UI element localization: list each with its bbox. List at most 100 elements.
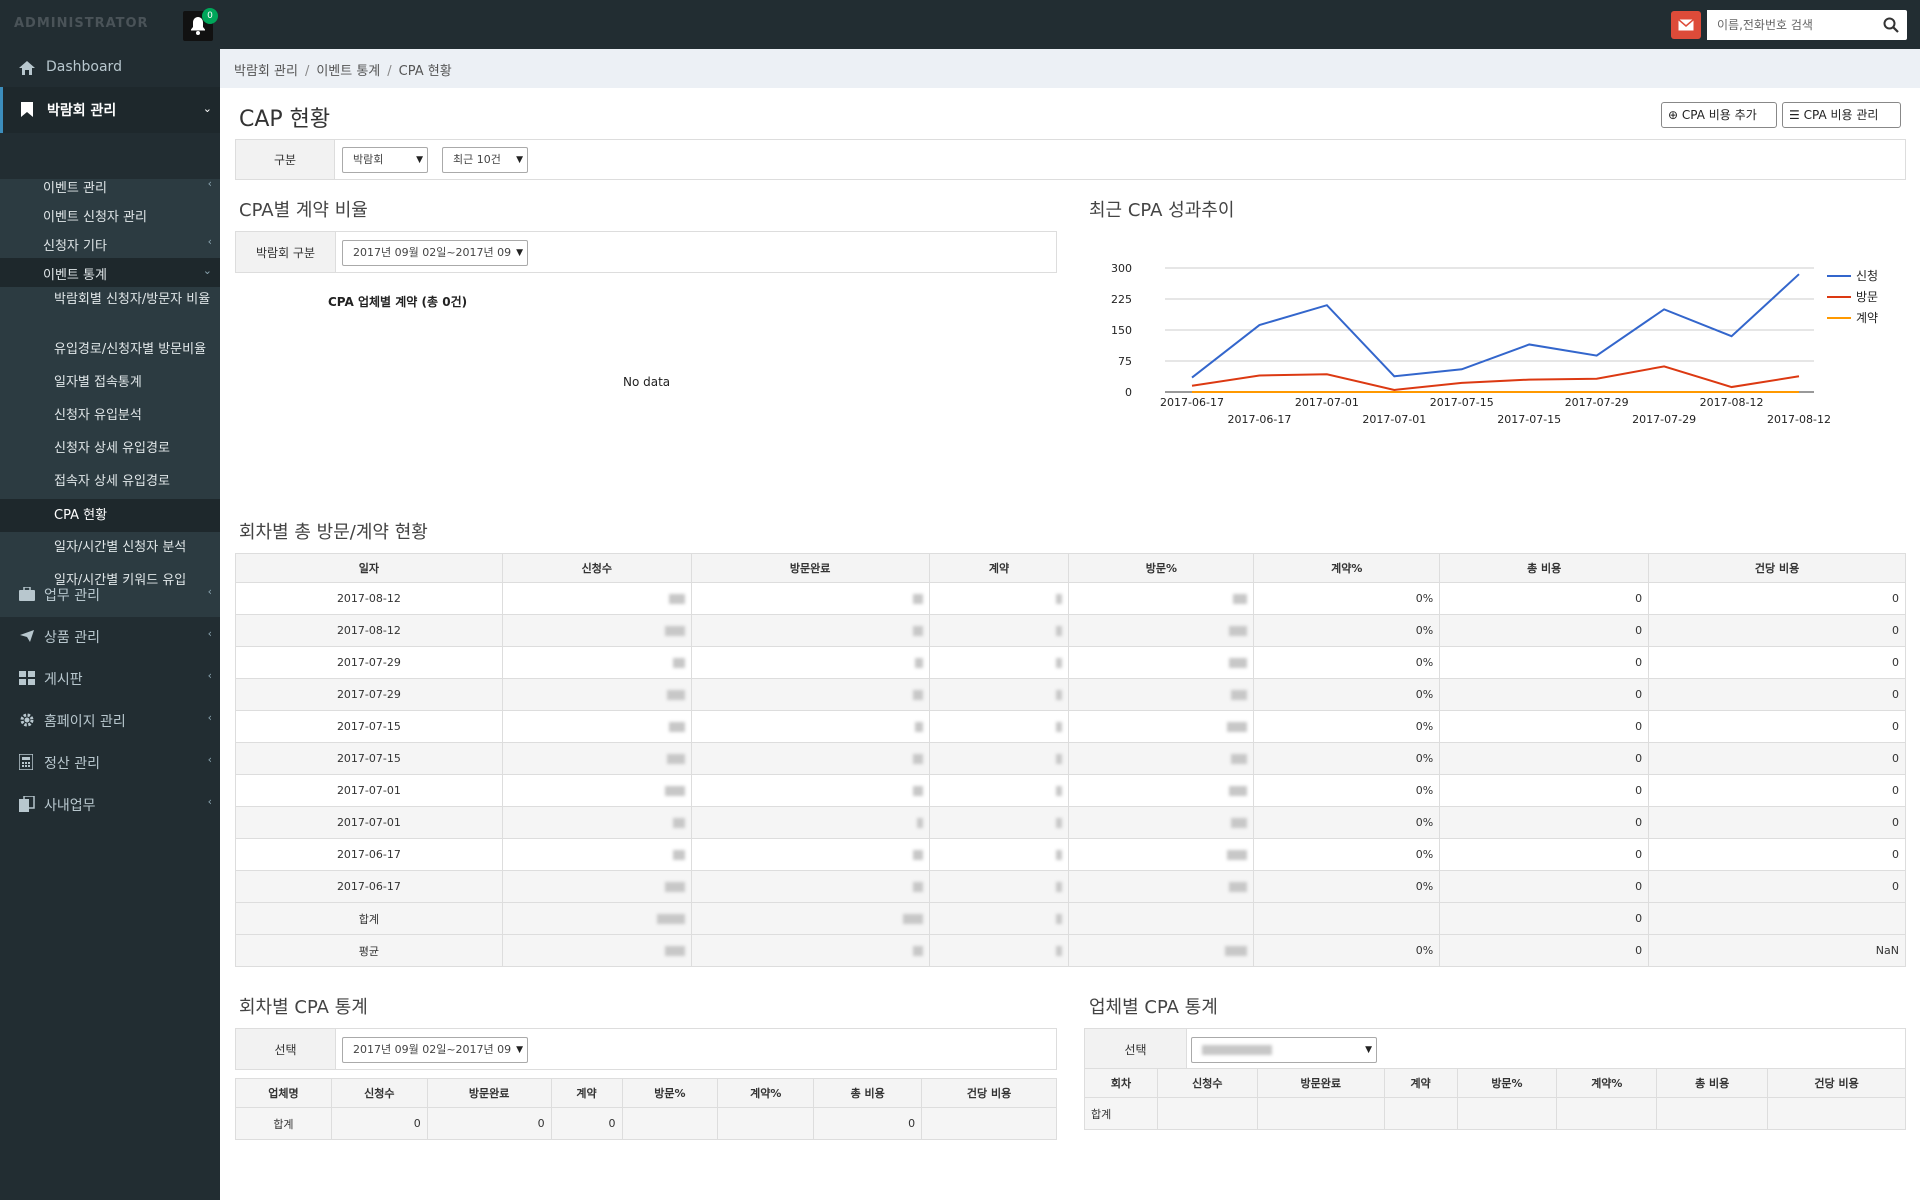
column-header[interactable]: 총 비용 <box>1439 553 1650 583</box>
redacted-value <box>1056 786 1063 796</box>
column-header[interactable]: 신청수 <box>1156 1068 1258 1098</box>
sidebar-stats-item[interactable]: 일자/시간별 신청자 분석 <box>54 540 187 555</box>
column-header[interactable]: 방문완료 <box>426 1078 552 1108</box>
redacted-value <box>1056 722 1063 732</box>
sidebar-stats-item[interactable]: 신청자 상세 유입경로 <box>54 441 170 456</box>
table-sum-row: 합계 0 0 0 0 <box>235 1107 1057 1140</box>
redacted-value <box>1056 594 1063 604</box>
sidebar-item-business[interactable]: 업무 관리 ‹ <box>0 585 220 607</box>
mail-button[interactable] <box>1671 11 1701 39</box>
column-header[interactable]: 계약% <box>1556 1068 1658 1098</box>
table-header-row: 회차 신청수 방문완료 계약 방문% 계약% 총 비용 건당 비용 <box>1084 1068 1906 1098</box>
notifications-button[interactable]: 0 <box>183 8 218 41</box>
sidebar-subitem-applicant-other[interactable]: 신청자 기타 ‹ <box>43 235 212 254</box>
column-header[interactable]: 총 비용 <box>813 1078 923 1108</box>
column-header[interactable]: 계약% <box>1253 553 1441 583</box>
recent-count-select[interactable]: 최근 10건 ▼ <box>442 147 528 173</box>
sidebar-subitem-applicant-manage[interactable]: 이벤트 신청자 관리 <box>43 210 147 225</box>
chevron-left-icon: ‹ <box>207 669 212 682</box>
x-tick-label: 2017-06-17 <box>1160 396 1224 409</box>
pie-chart-title: CPA 업체별 계약 (총 0건) <box>328 295 468 309</box>
table-row: 2017-08-12 0% 0 0 <box>235 582 1906 615</box>
vendor-select[interactable]: ▼ <box>1191 1037 1377 1063</box>
expo-submenu: 이벤트 관리 ‹ 이벤트 신청자 관리 신청자 기타 ‹ 이벤트 통계 ⌄ 박람… <box>0 177 220 617</box>
sidebar-item-internal[interactable]: 사내업무 ‹ <box>0 795 220 817</box>
x-tick-label: 2017-07-01 <box>1362 413 1426 426</box>
redacted-value <box>1225 946 1248 956</box>
column-header[interactable]: 방문완료 <box>1256 1068 1385 1098</box>
redacted-value <box>912 754 923 764</box>
redacted-value <box>664 626 685 636</box>
chevron-left-icon: ‹ <box>207 753 212 766</box>
column-header[interactable]: 방문% <box>1456 1068 1558 1098</box>
column-header[interactable]: 계약 <box>550 1078 623 1108</box>
redacted-value <box>1231 818 1248 828</box>
table-row: 2017-07-29 0% 0 0 <box>235 678 1906 711</box>
sidebar-item-expo[interactable]: 박람회 관리 ⌄ <box>0 87 220 133</box>
sidebar-subitem-event-stats[interactable]: 이벤트 통계 ⌄ <box>0 258 220 287</box>
column-header[interactable]: 건당 비용 <box>1648 553 1906 583</box>
chevron-down-icon: ⌄ <box>202 264 212 277</box>
breadcrumb-bar: 박람회 관리 / 이벤트 통계 / CPA 현황 <box>220 49 1920 88</box>
ratio-filter-box: 박람회 구분 2017년 09월 02일~2017년 09 ▼ <box>235 231 1057 273</box>
breadcrumb-link[interactable]: 박람회 관리 <box>234 64 298 79</box>
sidebar-item-products[interactable]: 상품 관리 ‹ <box>0 627 220 649</box>
round-period-select[interactable]: 2017년 09월 02일~2017년 09 ▼ <box>342 1037 528 1063</box>
redacted-value <box>914 722 923 732</box>
column-header[interactable]: 계약 <box>1383 1068 1458 1098</box>
sidebar-subitem-event-manage[interactable]: 이벤트 관리 ‹ <box>43 177 212 196</box>
sidebar-stats-item-cpa-active[interactable]: CPA 현황 <box>0 499 220 532</box>
column-header[interactable]: 계약 <box>928 553 1070 583</box>
column-header[interactable]: 총 비용 <box>1656 1068 1769 1098</box>
breadcrumb-link[interactable]: 이벤트 통계 <box>316 64 381 79</box>
table-row: 2017-07-15 0% 0 0 <box>235 710 1906 743</box>
redacted-value <box>664 786 685 796</box>
column-header[interactable]: 방문% <box>621 1078 719 1108</box>
logo[interactable]: ADMINISTRATOR <box>14 16 149 31</box>
sidebar-item-board[interactable]: 게시판 ‹ <box>0 669 220 691</box>
redacted-value <box>1056 850 1063 860</box>
breadcrumb-current: CPA 현황 <box>398 64 452 79</box>
expo-type-select[interactable]: 박람회 ▼ <box>342 147 428 173</box>
sidebar-stats-item[interactable]: 박람회별 신청자/방문자 비율 <box>54 292 211 307</box>
table-average-row: 평균 0% 0 NaN <box>235 934 1906 967</box>
expo-period-select[interactable]: 2017년 09월 02일~2017년 09 ▼ <box>342 240 528 266</box>
redacted-value <box>1202 1045 1272 1055</box>
sidebar-stats-item[interactable]: 일자/시간별 키워드 유입 <box>54 573 187 588</box>
section-title-round-cpa: 회차별 CPA 통계 <box>239 997 368 1018</box>
briefcase-icon <box>19 587 35 601</box>
column-header[interactable]: 신청수 <box>330 1078 428 1108</box>
sidebar-stats-item[interactable]: 접속자 상세 유입경로 <box>54 474 170 489</box>
column-header[interactable]: 업체명 <box>235 1078 332 1108</box>
column-header[interactable]: 방문완료 <box>690 553 930 583</box>
y-tick-label: 75 <box>1118 355 1132 368</box>
table-row: 2017-06-17 0% 0 0 <box>235 838 1906 871</box>
column-header[interactable]: 일자 <box>235 553 503 583</box>
search-input[interactable] <box>1707 10 1877 40</box>
redacted-value <box>1229 786 1248 796</box>
redacted-value <box>1231 754 1248 764</box>
column-header[interactable]: 회차 <box>1084 1068 1158 1098</box>
sidebar-stats-item[interactable]: 신청자 유입분석 <box>54 408 142 423</box>
sidebar-item-homepage[interactable]: 홈페이지 관리 ‹ <box>0 711 220 733</box>
add-cpa-cost-button[interactable]: ⊕ CPA 비용 추가 <box>1661 102 1777 128</box>
sidebar-stats-item[interactable]: 일자별 접속통계 <box>54 375 142 390</box>
chevron-left-icon: ‹ <box>207 711 212 724</box>
column-header[interactable]: 신청수 <box>501 553 692 583</box>
redacted-value <box>672 818 685 828</box>
column-header[interactable]: 건당 비용 <box>1767 1068 1906 1098</box>
search-icon[interactable] <box>1883 17 1899 33</box>
breadcrumb: 박람회 관리 / 이벤트 통계 / CPA 현황 <box>234 64 452 79</box>
top-filter-box: 구분 박람회 ▼ 최근 10건 ▼ <box>235 139 1906 180</box>
manage-cpa-cost-button[interactable]: ☰ CPA 비용 관리 <box>1782 102 1901 128</box>
y-tick-label: 300 <box>1111 262 1132 275</box>
redacted-value <box>1056 818 1063 828</box>
column-header[interactable]: 건당 비용 <box>921 1078 1057 1108</box>
list-icon: ☰ <box>1789 108 1800 122</box>
column-header[interactable]: 방문% <box>1068 553 1255 583</box>
column-header[interactable]: 계약% <box>717 1078 815 1108</box>
sidebar-item-dashboard[interactable]: Dashboard <box>0 59 220 79</box>
sidebar-stats-item[interactable]: 유입경로/신청자별 방문비율 <box>54 342 207 357</box>
top-navbar: ADMINISTRATOR 0 <box>0 0 1920 49</box>
sidebar-item-settlement[interactable]: 정산 관리 ‹ <box>0 753 220 775</box>
